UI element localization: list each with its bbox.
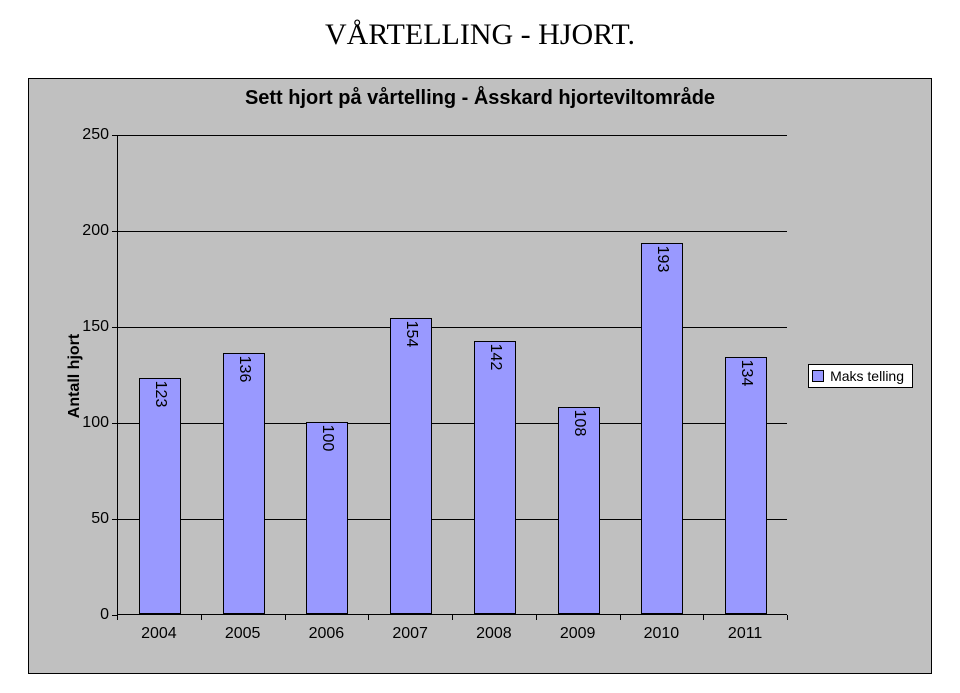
x-tick-label: 2010	[644, 625, 680, 643]
y-tick-label: 0	[69, 606, 109, 624]
plot-area: 123 136 100 154 142 108 193 134	[117, 135, 787, 615]
bar-value-label: 134	[737, 359, 755, 386]
bar: 134	[725, 357, 767, 614]
y-tick-label: 150	[69, 318, 109, 336]
chart-title: Sett hjort på vårtelling - Åsskard hjort…	[29, 87, 931, 110]
chart-outer-border: Sett hjort på vårtelling - Åsskard hjort…	[28, 78, 932, 674]
gridline	[118, 327, 787, 328]
page-root: VÅRTELLING - HJORT. Sett hjort på vårtel…	[0, 0, 960, 693]
bar-value-label: 154	[402, 321, 420, 348]
bar-value-label: 142	[486, 344, 504, 371]
bar: 123	[139, 378, 181, 614]
gridline	[118, 519, 787, 520]
y-tick-label: 200	[69, 222, 109, 240]
bar-value-label: 123	[151, 380, 169, 407]
x-tick	[452, 615, 453, 620]
legend: Maks telling	[808, 364, 913, 388]
bar: 108	[558, 407, 600, 614]
bar-value-label: 108	[570, 409, 588, 436]
x-tick-label: 2006	[309, 625, 345, 643]
x-tick-label: 2008	[476, 625, 512, 643]
bar: 142	[474, 341, 516, 614]
x-tick-label: 2004	[141, 625, 177, 643]
gridline	[118, 423, 787, 424]
page-title: VÅRTELLING - HJORT.	[0, 0, 960, 62]
y-tick-label: 100	[69, 414, 109, 432]
x-tick	[787, 615, 788, 620]
x-tick	[285, 615, 286, 620]
x-tick	[201, 615, 202, 620]
gridline	[118, 135, 787, 136]
legend-swatch	[812, 370, 824, 382]
x-tick-label: 2007	[392, 625, 428, 643]
bar-value-label: 193	[653, 246, 671, 273]
y-axis-label: Antall hjort	[66, 334, 84, 418]
y-tick	[112, 231, 117, 232]
x-tick	[536, 615, 537, 620]
y-tick-label: 50	[69, 510, 109, 528]
y-tick	[112, 423, 117, 424]
y-tick	[112, 519, 117, 520]
bar-value-label: 100	[318, 425, 336, 452]
bar: 193	[641, 243, 683, 614]
y-tick	[112, 135, 117, 136]
bar: 154	[390, 318, 432, 614]
bar: 136	[223, 353, 265, 614]
x-tick	[620, 615, 621, 620]
y-tick-label: 250	[69, 126, 109, 144]
y-tick	[112, 327, 117, 328]
x-tick-label: 2005	[225, 625, 261, 643]
chart-container: Sett hjort på vårtelling - Åsskard hjort…	[29, 79, 931, 673]
bar: 100	[306, 422, 348, 614]
bar-value-label: 136	[235, 356, 253, 383]
x-tick-label: 2011	[728, 625, 762, 643]
legend-label: Maks telling	[830, 368, 904, 384]
x-tick-label: 2009	[560, 625, 596, 643]
x-tick	[368, 615, 369, 620]
x-tick	[117, 615, 118, 620]
x-tick	[703, 615, 704, 620]
gridline	[118, 231, 787, 232]
